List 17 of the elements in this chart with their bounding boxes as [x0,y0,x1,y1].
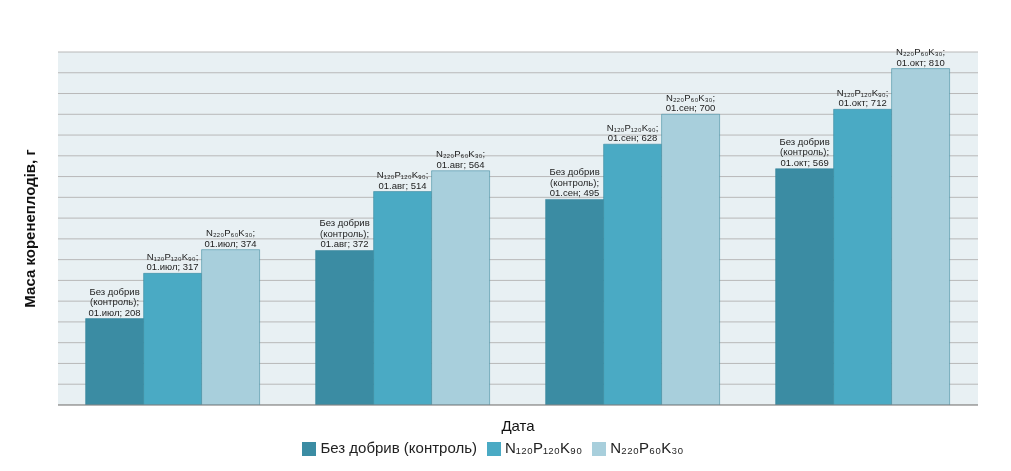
data-label: N₁₂₀P₁₂₀K₉₀; 01.июл; 317 [146,250,199,273]
legend-label: Без добрив (контроль) [320,438,478,456]
data-label: N₂₂₀P₆₀K₃₀; 01.сен; 700 [665,91,716,114]
data-label: N₁₂₀P₁₂₀K₉₀; 01.окт; 712 [836,86,889,109]
data-label: N₁₂₀P₁₂₀K₉₀; 01.сен; 628 [606,121,659,144]
data-label: Без добрив (контроль); 01.сен; 495 [549,166,600,199]
data-label: N₁₂₀P₁₂₀K₉₀; 01.авг; 514 [376,169,429,191]
legend-label: N₂₂₀P₆₀K₃₀ [610,438,684,456]
x-axis-title: Дата [501,416,536,434]
data-label: Без добрив (контроль); 01.июл; 208 [88,285,141,318]
legend-label: N₁₂₀P₁₂₀K₉₀ [505,438,583,456]
data-label: N₂₂₀P₆₀K₃₀; 01.окт; 810 [896,46,946,68]
data-label: N₂₂₀P₆₀K₃₀; 01.июл; 374 [204,227,257,249]
data-label: N₂₂₀P₆₀K₃₀; 01.авг; 564 [436,148,486,170]
y-axis-title: Маса коренеплодів, г [21,149,39,308]
data-label: Без добрив (контроль); 01.авг; 372 [319,217,370,250]
data-label: Без добрив (контроль); 01.окт; 569 [779,135,830,168]
